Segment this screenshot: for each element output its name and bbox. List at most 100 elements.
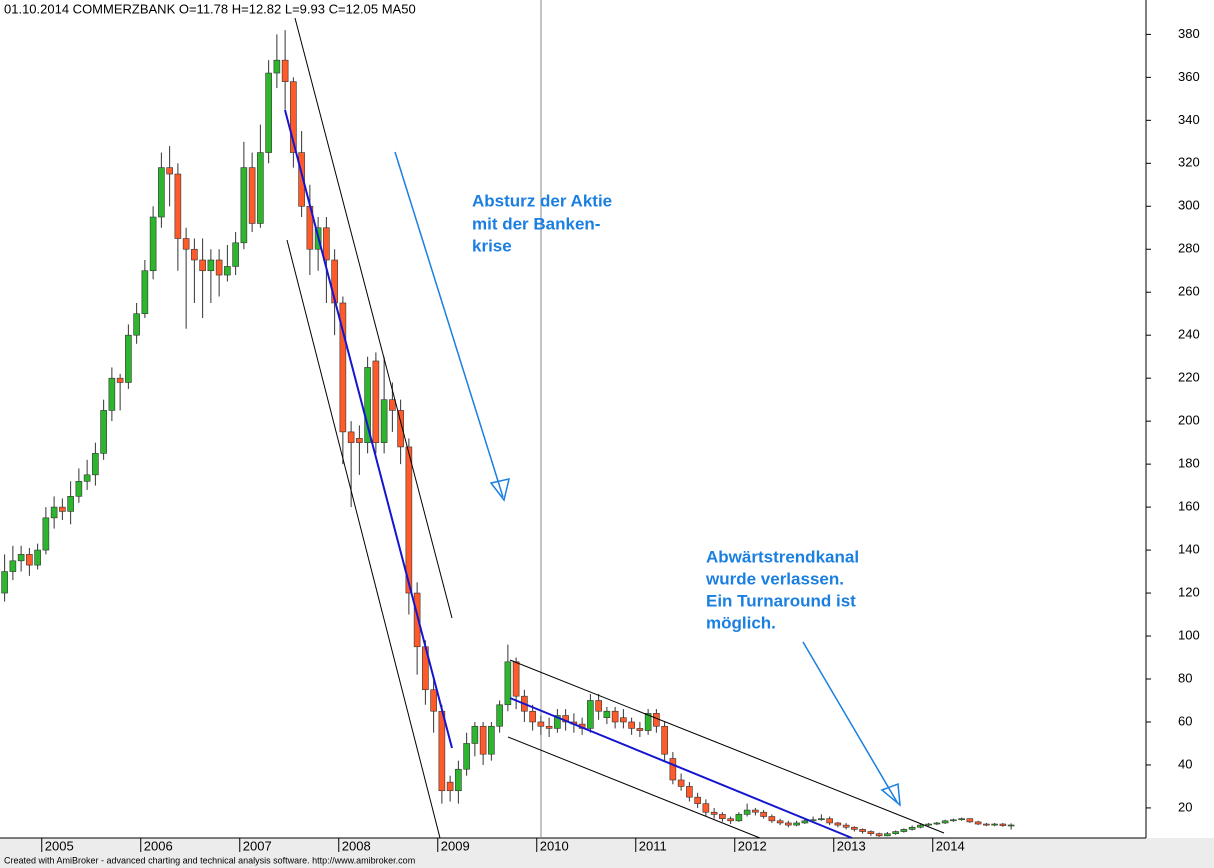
candle-body bbox=[991, 823, 998, 826]
candle-body bbox=[933, 822, 941, 825]
candles bbox=[1, 30, 1015, 837]
candle-body bbox=[694, 796, 701, 804]
y-tick-label: 320 bbox=[1178, 155, 1200, 170]
candle-body bbox=[133, 313, 140, 336]
y-tick-label: 280 bbox=[1178, 241, 1200, 256]
candle-body bbox=[248, 167, 256, 224]
y-tick-label: 380 bbox=[1178, 26, 1200, 41]
channel-line bbox=[509, 659, 945, 834]
candle-body bbox=[59, 506, 66, 512]
candle-body bbox=[512, 661, 520, 697]
candle-body bbox=[166, 167, 173, 175]
x-tick-label: 2008 bbox=[342, 838, 371, 853]
candle-body bbox=[686, 786, 693, 798]
candle-body bbox=[999, 823, 1007, 826]
candle-body bbox=[545, 725, 553, 729]
candle-body bbox=[644, 713, 652, 731]
candle-body bbox=[83, 474, 91, 482]
candle-body bbox=[653, 713, 660, 727]
candle-body bbox=[842, 824, 850, 828]
candle-body bbox=[603, 710, 611, 718]
y-tick-label: 220 bbox=[1178, 370, 1200, 385]
x-tick-label: 2007 bbox=[243, 838, 272, 853]
candle-body bbox=[801, 820, 809, 824]
candle-body bbox=[702, 803, 710, 813]
y-tick-label: 40 bbox=[1178, 756, 1192, 771]
y-tick-label: 340 bbox=[1178, 112, 1200, 127]
candle-body bbox=[892, 831, 899, 835]
candle-body bbox=[232, 242, 239, 267]
candle-body bbox=[463, 743, 470, 770]
candle-body bbox=[455, 768, 462, 792]
candle-body bbox=[611, 710, 619, 723]
candle-body bbox=[974, 821, 982, 825]
candle-body bbox=[496, 704, 503, 727]
candle-body bbox=[141, 270, 149, 315]
trend-channels bbox=[286, 17, 945, 839]
candle-body bbox=[587, 700, 594, 729]
annotation: Abwärtstrendkanal bbox=[706, 547, 859, 566]
candle-body bbox=[710, 811, 718, 815]
annotation: Absturz der Aktie bbox=[472, 191, 612, 210]
candle-body bbox=[776, 820, 784, 824]
candle-body bbox=[125, 334, 132, 383]
y-tick-label: 80 bbox=[1178, 670, 1192, 685]
candle-body bbox=[257, 152, 264, 224]
candle-body bbox=[875, 833, 883, 837]
candle-body bbox=[380, 399, 388, 443]
candle-body bbox=[92, 453, 99, 476]
candle-body bbox=[958, 818, 965, 821]
y-tick-label: 180 bbox=[1178, 456, 1200, 471]
candle-body bbox=[818, 818, 825, 821]
candle-body bbox=[834, 822, 842, 826]
candle-body bbox=[479, 725, 487, 755]
x-tick-label: 2009 bbox=[441, 838, 470, 853]
candle-body bbox=[347, 431, 355, 443]
candle-body bbox=[900, 829, 908, 832]
candle-body bbox=[75, 481, 83, 497]
candle-body bbox=[158, 167, 165, 218]
candle-body bbox=[323, 227, 330, 261]
chart-title: 01.10.2014 COMMERZBANK O=11.78 H=12.82 L… bbox=[4, 1, 416, 16]
y-tick-label: 260 bbox=[1178, 284, 1200, 299]
candle-body bbox=[768, 816, 776, 822]
arrow bbox=[394, 151, 504, 498]
arrow-head bbox=[880, 782, 901, 807]
candle-body bbox=[537, 721, 545, 727]
x-tick-label: 2006 bbox=[144, 838, 173, 853]
y-tick-label: 20 bbox=[1178, 799, 1192, 814]
candle-body bbox=[884, 833, 891, 837]
x-tick-label: 2010 bbox=[540, 838, 569, 853]
candle-body bbox=[281, 59, 289, 82]
candle-body bbox=[182, 238, 190, 250]
candle-body bbox=[116, 377, 124, 383]
footer: Created with AmiBroker - advanced charti… bbox=[4, 855, 415, 865]
candle-body bbox=[298, 152, 305, 207]
candle-body bbox=[620, 717, 627, 723]
candle-body bbox=[504, 661, 512, 706]
candle-body bbox=[785, 822, 792, 826]
candle-body bbox=[859, 829, 866, 832]
candle-body bbox=[50, 506, 58, 519]
candle-body bbox=[554, 715, 561, 729]
trend-line bbox=[509, 697, 853, 839]
y-tick-label: 160 bbox=[1178, 499, 1200, 514]
candle-body bbox=[356, 438, 363, 443]
candle-body bbox=[9, 560, 17, 572]
candle-body bbox=[529, 710, 536, 723]
candle-body bbox=[925, 823, 932, 826]
candle-body bbox=[446, 781, 454, 792]
candle-body bbox=[719, 814, 726, 819]
x-tick-label: 2011 bbox=[639, 838, 667, 853]
channel-line bbox=[286, 239, 441, 839]
arrow bbox=[802, 641, 898, 803]
candle-body bbox=[265, 72, 272, 153]
y-tick-label: 240 bbox=[1178, 327, 1200, 342]
candle-body bbox=[628, 721, 635, 729]
candle-body bbox=[199, 259, 206, 272]
candle-body bbox=[735, 814, 743, 822]
candle-body bbox=[240, 167, 248, 244]
candle-body bbox=[438, 710, 446, 792]
candle-body bbox=[908, 826, 916, 830]
